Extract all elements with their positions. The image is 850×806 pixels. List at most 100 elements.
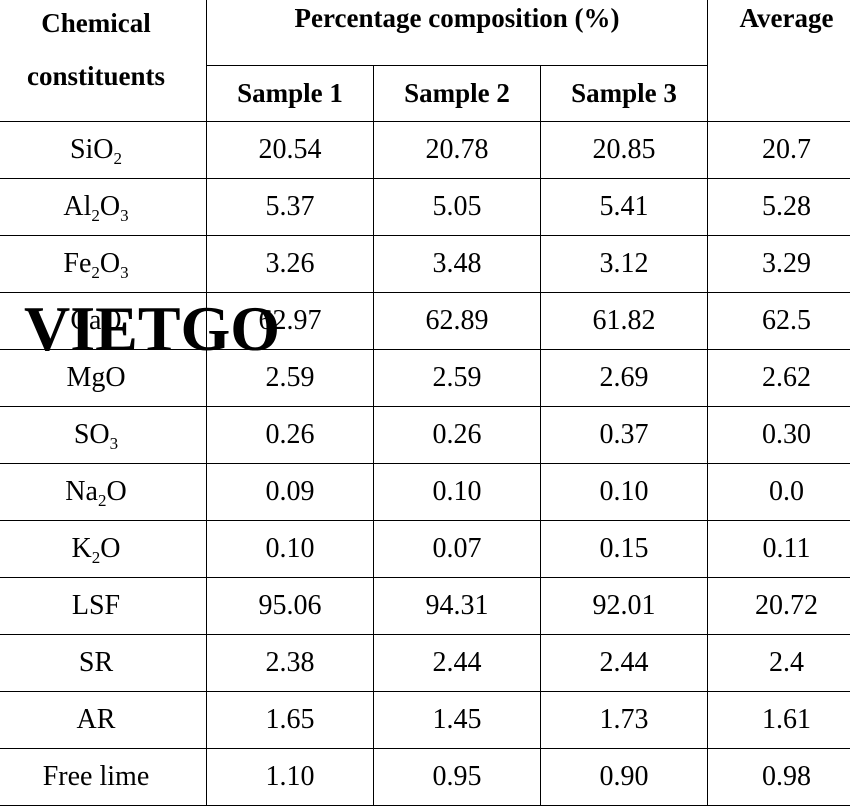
sample-value-cell: 0.10: [539, 463, 709, 521]
constituent-name: SO: [73, 419, 110, 450]
sample-value-cell: 1.45: [373, 691, 541, 749]
constituent-cell: K2O: [0, 520, 207, 578]
sample-value-cell: 1.10: [206, 748, 374, 806]
sample-value-cell: 2.59: [206, 349, 374, 407]
constituent-cell: Fe2O3: [0, 235, 207, 293]
sample-value-cell: 0.10: [206, 520, 374, 578]
constituent-subscript: 2: [91, 206, 100, 225]
sample-value-cell: 20.78: [373, 121, 541, 179]
constituent-name: MgO: [66, 362, 126, 393]
sample-value-cell: 0.07: [373, 520, 541, 578]
table-row: Fe2O3 3.26 3.48 3.12 3.29: [0, 235, 850, 293]
sample-value-cell: 62.89: [373, 292, 541, 350]
sample-value-cell: 61.82: [539, 292, 709, 350]
table-row: SO3 0.26 0.26 0.37 0.30: [0, 406, 850, 464]
sample-value-cell: 2.44: [539, 634, 709, 692]
table-row: Na2O 0.09 0.10 0.10 0.0: [0, 463, 850, 521]
table-row: AR 1.65 1.45 1.73 1.61: [0, 691, 850, 749]
constituent-cell: Free lime: [0, 748, 207, 806]
sample-value-cell: 62.97: [206, 292, 374, 350]
sample-value-cell: 0.90: [539, 748, 709, 806]
table-row: K2O 0.10 0.07 0.15 0.11: [0, 520, 850, 578]
average-value-cell: 3.29: [707, 235, 850, 293]
constituent-name: Na: [65, 476, 98, 507]
constituent-name: SiO: [69, 134, 114, 165]
constituent-tail: O: [106, 476, 127, 507]
sample-value-cell: 95.06: [206, 577, 374, 635]
header-percentage-composition: Percentage composition (%): [205, 0, 709, 66]
header-sample-3: Sample 3: [539, 65, 709, 122]
constituent-cell: CaO: [0, 292, 207, 350]
sample-value-cell: 92.01: [539, 577, 709, 635]
table-row: Al2O3 5.37 5.05 5.41 5.28: [0, 178, 850, 236]
header-constituents-line2: constituents: [26, 61, 165, 91]
header-average: Average: [707, 0, 850, 122]
sample-value-cell: 3.26: [206, 235, 374, 293]
constituent-tail: O: [99, 248, 121, 279]
constituent-subscript-2: 3: [120, 206, 129, 225]
header-sample-2: Sample 2: [373, 65, 541, 122]
sample-value-cell: 3.12: [539, 235, 709, 293]
constituent-name: Fe: [63, 248, 92, 279]
constituent-name: K: [71, 533, 92, 564]
constituent-cell: AR: [0, 691, 207, 749]
constituent-subscript: 2: [97, 491, 107, 510]
average-value-cell: 0.11: [707, 520, 850, 578]
header-row-1: Chemical constituents Percentage composi…: [0, 0, 850, 122]
sample-value-cell: 0.09: [206, 463, 374, 521]
sample-value-cell: 2.69: [539, 349, 709, 407]
sample-value-cell: 5.37: [206, 178, 374, 236]
constituent-cell: Na2O: [0, 463, 207, 521]
table-row: Free lime 1.10 0.95 0.90 0.98: [0, 748, 850, 806]
constituent-name: Al: [63, 191, 92, 222]
header-constituents: Chemical constituents: [0, 0, 207, 122]
constituent-subscript: 3: [109, 434, 119, 453]
constituent-name: LSF: [71, 590, 121, 621]
sample-value-cell: 0.26: [206, 406, 374, 464]
constituent-cell: SO3: [0, 406, 207, 464]
constituent-name: SR: [78, 647, 114, 678]
constituent-tail: O: [100, 533, 121, 564]
constituent-cell: SiO2: [0, 121, 207, 179]
sample-value-cell: 2.59: [373, 349, 541, 407]
table-row: MgO 2.59 2.59 2.69 2.62: [0, 349, 850, 407]
sample-value-cell: 20.54: [206, 121, 374, 179]
average-value-cell: 2.62: [707, 349, 850, 407]
average-value-cell: 0.98: [707, 748, 850, 806]
header-constituents-line1: Chemical: [41, 8, 151, 38]
average-value-cell: 62.5: [707, 292, 850, 350]
sample-value-cell: 0.10: [373, 463, 541, 521]
average-value-cell: 0.30: [707, 406, 850, 464]
sample-value-cell: 0.37: [539, 406, 709, 464]
constituent-name: AR: [76, 704, 116, 735]
sample-value-cell: 0.15: [539, 520, 709, 578]
average-value-cell: 0.0: [707, 463, 850, 521]
sample-value-cell: 0.95: [373, 748, 541, 806]
average-value-cell: 20.72: [707, 577, 850, 635]
average-value-cell: 5.28: [707, 178, 850, 236]
constituent-subscript-2: 3: [120, 263, 129, 282]
sample-value-cell: 94.31: [373, 577, 541, 635]
average-value-cell: 20.7: [707, 121, 850, 179]
constituent-cell: MgO: [0, 349, 207, 407]
sample-value-cell: 1.65: [206, 691, 374, 749]
constituent-cell: LSF: [0, 577, 207, 635]
constituent-cell: Al2O3: [0, 178, 207, 236]
table-row: SiO2 20.54 20.78 20.85 20.7: [0, 121, 850, 179]
sample-value-cell: 2.44: [373, 634, 541, 692]
table-row: LSF 95.06 94.31 92.01 20.72: [0, 577, 850, 635]
header-sample-1: Sample 1: [206, 65, 374, 122]
constituent-subscript: 2: [91, 548, 101, 567]
constituent-subscript: 2: [91, 263, 100, 282]
table-row: CaO 62.97 62.89 61.82 62.5: [0, 292, 850, 350]
average-value-cell: 2.4: [707, 634, 850, 692]
table-row: SR 2.38 2.44 2.44 2.4: [0, 634, 850, 692]
constituent-name: CaO: [70, 305, 122, 336]
constituent-cell: SR: [0, 634, 207, 692]
sample-value-cell: 20.85: [539, 121, 709, 179]
sample-value-cell: 5.41: [539, 178, 709, 236]
sample-value-cell: 0.26: [373, 406, 541, 464]
table-body: SiO2 20.54 20.78 20.85 20.7 Al2O3 5.37 5.05 5.41…: [0, 121, 850, 806]
